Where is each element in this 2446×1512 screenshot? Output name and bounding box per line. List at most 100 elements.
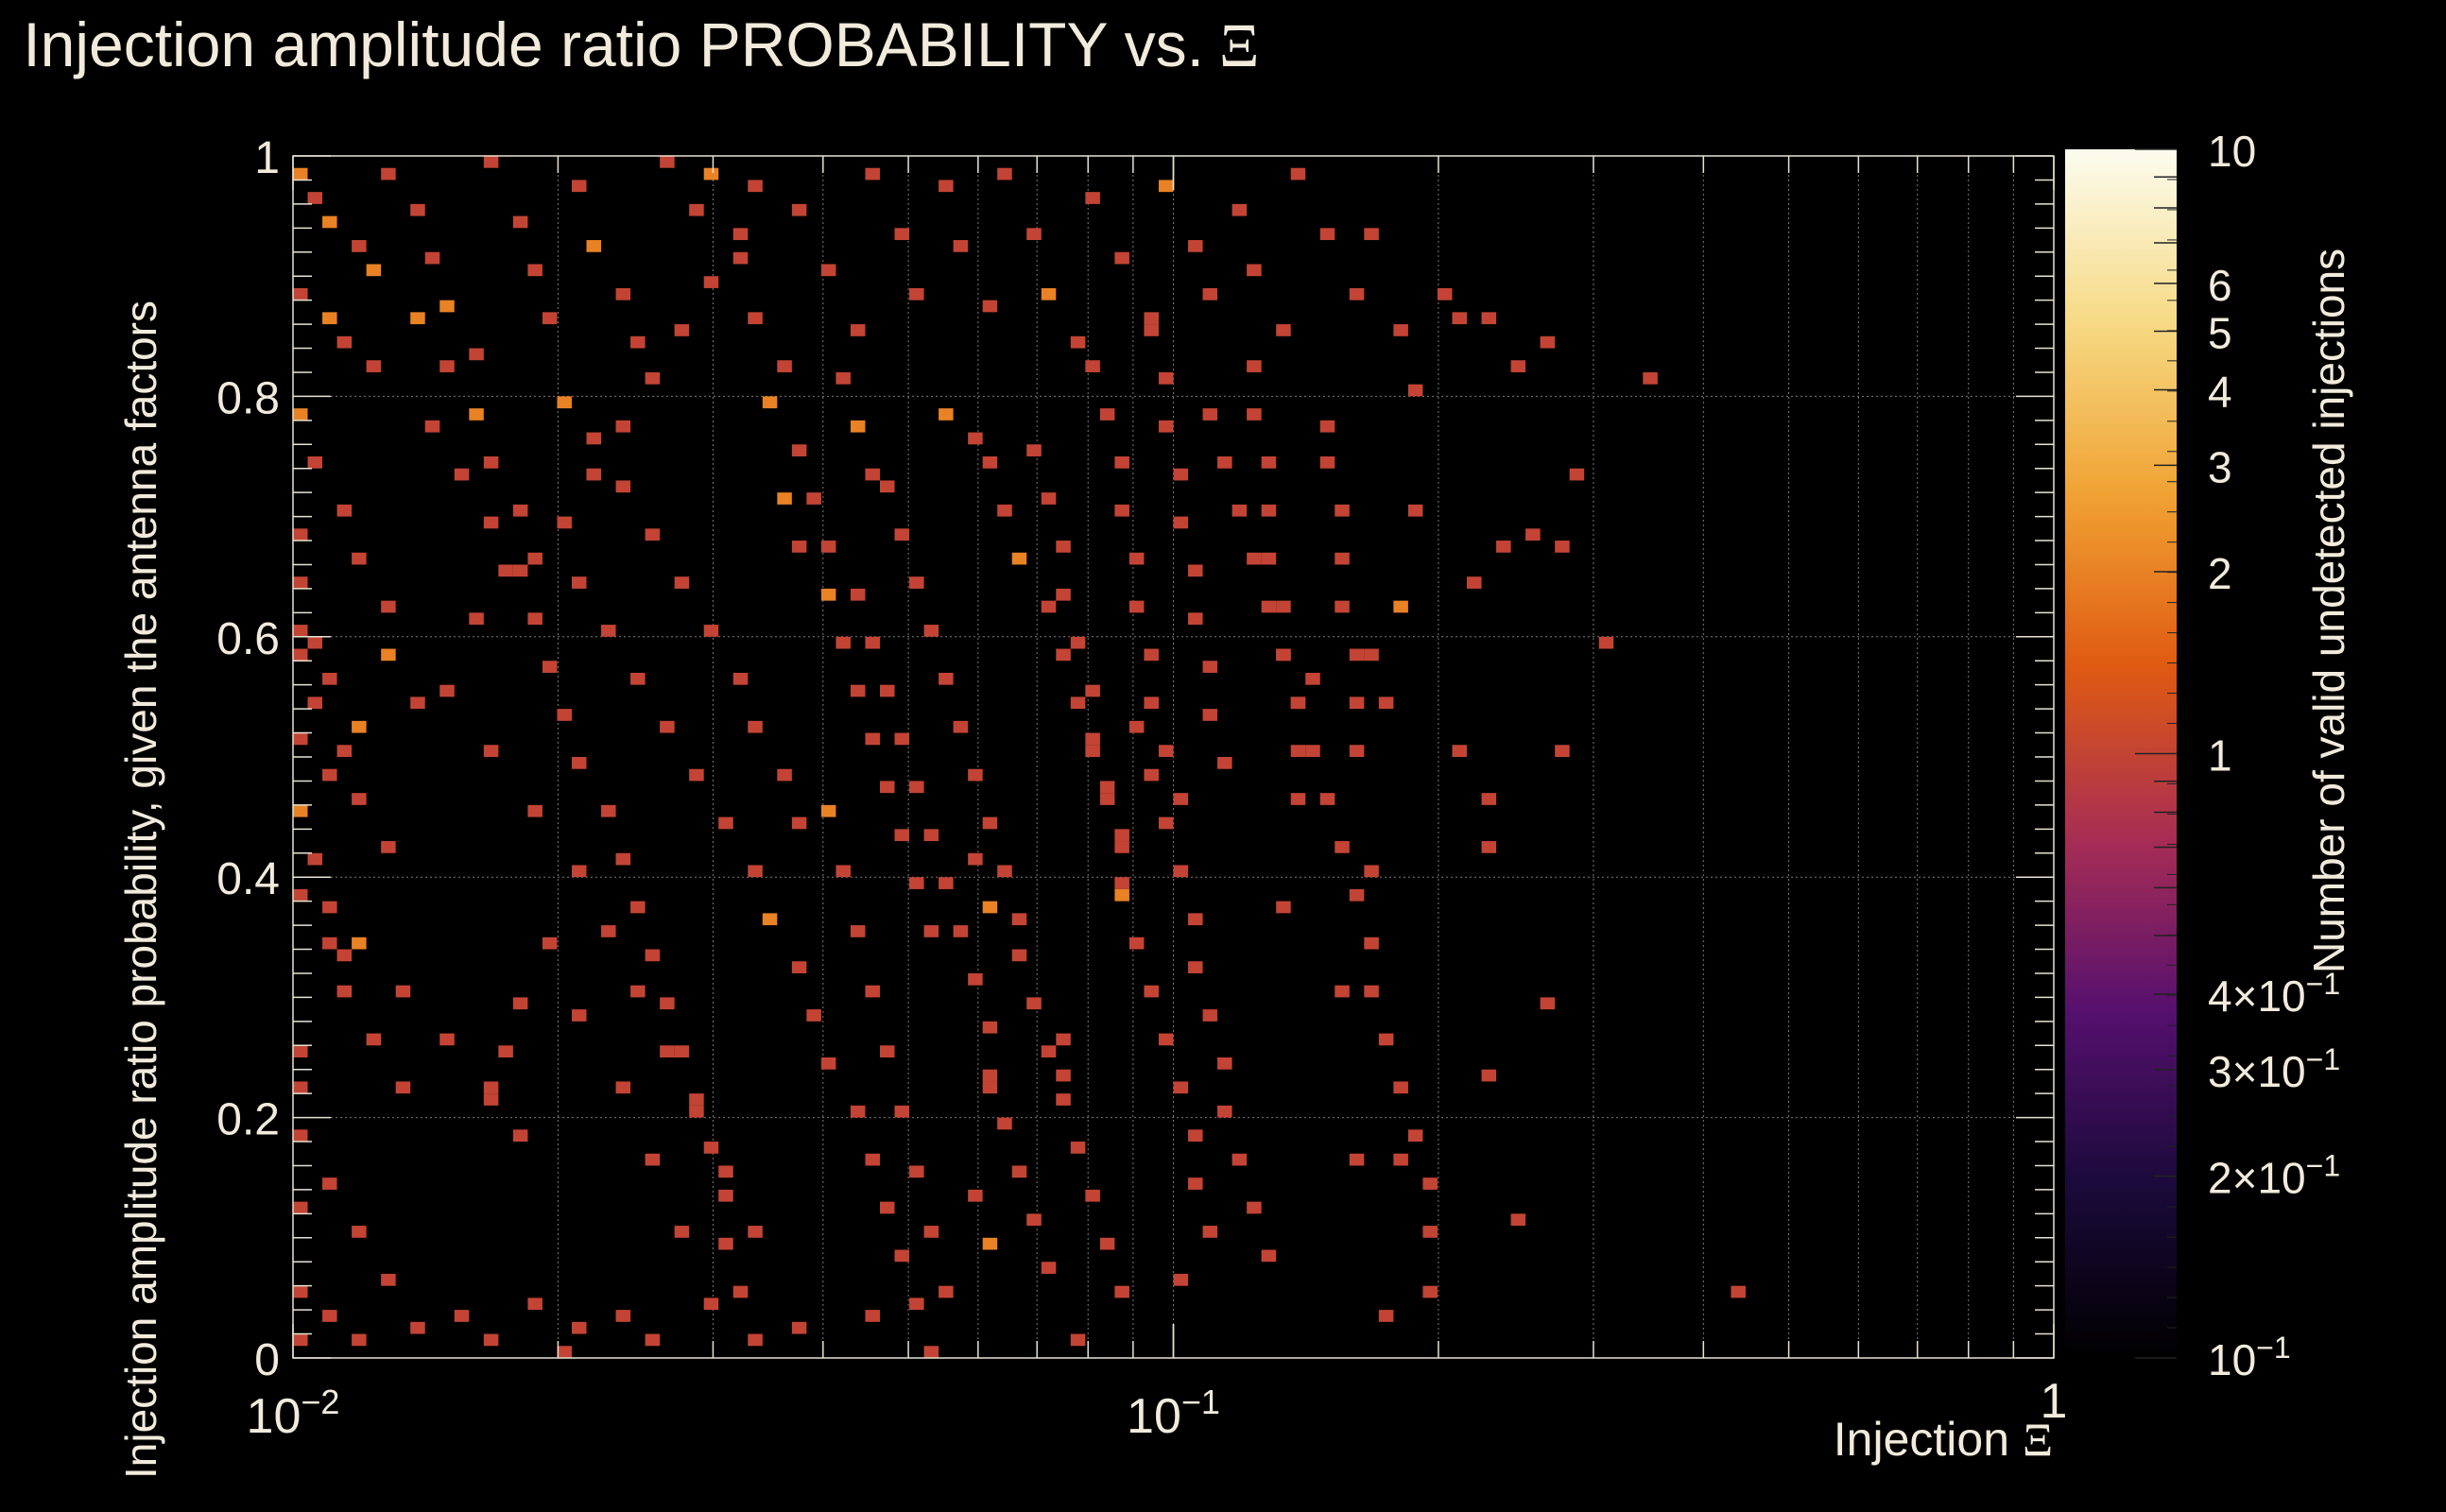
heatmap-cell bbox=[894, 1105, 910, 1118]
heatmap-cell bbox=[1085, 360, 1100, 372]
heatmap-cell bbox=[748, 180, 763, 193]
heatmap-cell bbox=[894, 528, 910, 541]
colorbar-tick-label: 3×10−1 bbox=[2208, 1042, 2340, 1096]
heatmap-cell bbox=[909, 877, 924, 889]
heatmap-cell bbox=[1173, 1081, 1189, 1094]
heatmap-cell bbox=[820, 541, 836, 553]
heatmap-cell bbox=[939, 1285, 954, 1298]
heatmap-cell bbox=[527, 552, 543, 565]
heatmap-cell bbox=[1114, 1285, 1129, 1298]
heatmap-cell bbox=[1202, 408, 1218, 421]
heatmap-cell bbox=[1731, 1285, 1746, 1298]
chart-title-text: Injection amplitude ratio PROBABILITY vs… bbox=[23, 9, 1204, 79]
heatmap-cell bbox=[1364, 228, 1379, 241]
heatmap-cell bbox=[1188, 612, 1203, 626]
heatmap-cell bbox=[1407, 504, 1423, 517]
colorbar-tick-label: 2×10−1 bbox=[2208, 1148, 2340, 1202]
heatmap-cell bbox=[630, 901, 646, 914]
x-tick-label: 10−2 bbox=[247, 1383, 340, 1444]
heatmap-cell bbox=[1114, 888, 1129, 902]
heatmap-cell bbox=[1188, 961, 1203, 973]
heatmap-cell bbox=[1276, 648, 1291, 662]
heatmap-cell bbox=[512, 504, 528, 517]
heatmap-cell bbox=[395, 1081, 411, 1094]
chart-title: Injection amplitude ratio PROBABILITY vs… bbox=[23, 9, 1259, 80]
heatmap-cell bbox=[352, 1226, 367, 1238]
heatmap-cell bbox=[791, 961, 807, 973]
heatmap-cell bbox=[1555, 745, 1570, 757]
heatmap-cell bbox=[660, 720, 675, 733]
heatmap-cell bbox=[732, 251, 749, 265]
heatmap-cell bbox=[1217, 1057, 1232, 1070]
heatmap-cell bbox=[1349, 745, 1365, 757]
heatmap-cell bbox=[1247, 552, 1262, 565]
heatmap-cell bbox=[557, 396, 572, 409]
heatmap-cell bbox=[1070, 696, 1086, 710]
colorbar-tick-labels: 10 65 4 3 2 1 4×10−1 3×10−1 2×10−1 10−1 bbox=[2208, 127, 2340, 1384]
heatmap-cell bbox=[439, 300, 455, 313]
x-axis-label-symbol: Ξ bbox=[2023, 1413, 2053, 1466]
heatmap-cell bbox=[1114, 504, 1129, 517]
heatmap-cell bbox=[307, 696, 323, 710]
heatmap-cell bbox=[293, 888, 308, 902]
heatmap-cell bbox=[1128, 600, 1145, 613]
heatmap-cell bbox=[1217, 757, 1232, 769]
heatmap-cell bbox=[293, 625, 308, 637]
heatmap-cell bbox=[982, 1021, 998, 1034]
heatmap-cell bbox=[352, 240, 367, 252]
colorbar-tick-label: 5 bbox=[2208, 309, 2232, 358]
x-tick-label: 10−1 bbox=[1127, 1383, 1220, 1444]
heatmap-cell bbox=[571, 1321, 587, 1334]
heatmap-cell bbox=[1217, 456, 1232, 469]
colorbar-tick-label: 6 bbox=[2208, 261, 2232, 310]
colorbar-tick-label: 3 bbox=[2208, 442, 2232, 491]
heatmap-cell bbox=[1173, 793, 1189, 805]
heatmap-cell bbox=[718, 816, 733, 830]
heatmap-cell bbox=[483, 516, 499, 529]
heatmap-cell bbox=[1643, 371, 1658, 385]
heatmap-cell bbox=[732, 1285, 749, 1298]
heatmap-cell bbox=[630, 985, 646, 998]
heatmap-cell bbox=[293, 528, 308, 541]
heatmap-cell bbox=[1099, 781, 1115, 794]
heatmap-cell bbox=[322, 672, 337, 685]
heatmap-cell bbox=[1335, 504, 1350, 517]
heatmap-cell bbox=[732, 228, 749, 241]
heatmap-cell bbox=[322, 312, 337, 325]
heatmap-cell bbox=[1056, 588, 1071, 601]
heatmap-cell bbox=[293, 576, 308, 589]
heatmap-cell bbox=[1026, 444, 1042, 456]
y-tick-label: 0.6 bbox=[216, 614, 280, 664]
heatmap-cell bbox=[820, 804, 836, 817]
heatmap-cell bbox=[865, 1310, 880, 1322]
heatmap-cell bbox=[850, 925, 866, 937]
heatmap-cell bbox=[1144, 324, 1159, 336]
heatmap-cell bbox=[1378, 1310, 1394, 1322]
heatmap-cell bbox=[939, 672, 954, 685]
heatmap-cell bbox=[1349, 648, 1365, 662]
heatmap-cell bbox=[1026, 1213, 1042, 1227]
heatmap-cell bbox=[1422, 1285, 1438, 1298]
heatmap-cell bbox=[1349, 696, 1365, 710]
heatmap-cell bbox=[615, 852, 631, 866]
heatmap-cell bbox=[748, 1333, 763, 1347]
heatmap-cell bbox=[1188, 564, 1203, 577]
heatmap-cell bbox=[1026, 997, 1042, 1010]
heatmap-cell bbox=[601, 625, 616, 637]
heatmap-cell bbox=[439, 1033, 455, 1046]
heatmap-cell bbox=[968, 852, 983, 866]
heatmap-cell bbox=[424, 420, 440, 433]
heatmap-cell bbox=[703, 1142, 719, 1154]
heatmap-cell bbox=[1305, 745, 1320, 757]
heatmap-cell bbox=[791, 816, 807, 830]
heatmap-cell bbox=[1011, 552, 1027, 565]
heatmap-cell bbox=[512, 215, 528, 229]
heatmap-cell bbox=[982, 1237, 998, 1250]
heatmap-cell bbox=[748, 720, 763, 733]
heatmap-cell bbox=[1085, 192, 1100, 204]
colorbar-tick-label: 10 bbox=[2208, 127, 2256, 176]
heatmap-cell bbox=[909, 781, 924, 794]
heatmap-cell bbox=[791, 444, 807, 456]
heatmap-cell bbox=[601, 925, 616, 937]
heatmap-cell bbox=[1276, 901, 1291, 914]
